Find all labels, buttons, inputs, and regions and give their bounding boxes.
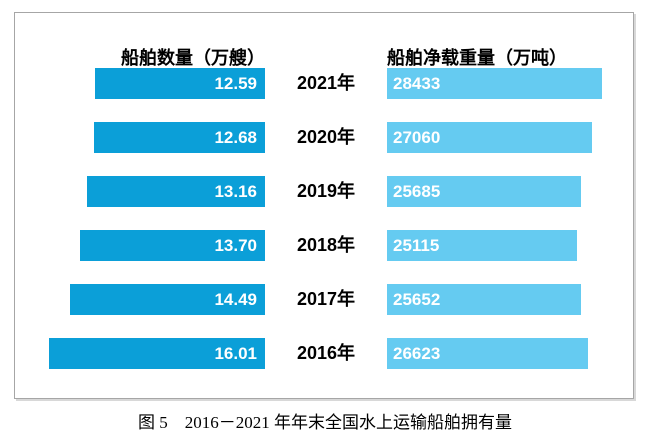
year-label: 2018年 — [296, 235, 356, 255]
year-label: 2016年 — [296, 343, 356, 363]
ship-count-bar: 14.49 — [70, 284, 265, 315]
year-label: 2019年 — [296, 181, 356, 201]
chart-row: 12.59 2021年 28433 — [15, 68, 633, 99]
deadweight-bar: 28433 — [387, 68, 602, 99]
ship-count-value-label: 12.59 — [214, 74, 257, 93]
ship-count-header: 船舶数量（万艘） — [121, 48, 265, 68]
chart-row: 13.16 2019年 25685 — [15, 176, 633, 207]
deadweight-cell: 25685 — [387, 176, 633, 207]
chart-row: 16.01 2016年 26623 — [15, 338, 633, 369]
chart-row: 12.68 2020年 27060 — [15, 122, 633, 153]
ship-count-value-label: 13.16 — [214, 182, 257, 201]
deadweight-cell: 27060 — [387, 122, 633, 153]
ship-count-cell: 14.49 — [15, 284, 265, 315]
ship-count-bar: 13.16 — [87, 176, 265, 207]
deadweight-value-label: 27060 — [393, 128, 441, 147]
ship-count-value-label: 12.68 — [214, 128, 257, 147]
deadweight-bar: 27060 — [387, 122, 592, 153]
deadweight-bar: 25685 — [387, 176, 581, 207]
ship-count-cell: 16.01 — [15, 338, 265, 369]
deadweight-cell: 26623 — [387, 338, 633, 369]
ship-count-value-label: 13.70 — [214, 236, 257, 255]
ship-count-cell: 13.16 — [15, 176, 265, 207]
ship-count-bar: 12.68 — [94, 122, 265, 153]
deadweight-cell: 28433 — [387, 68, 633, 99]
deadweight-bar: 25115 — [387, 230, 577, 261]
ship-count-value-label: 16.01 — [214, 344, 257, 363]
ship-count-bar: 16.01 — [49, 338, 265, 369]
deadweight-value-label: 28433 — [393, 74, 441, 93]
chart-frame: 船舶数量（万艘） 船舶净载重量（万吨） 12.59 2021年 28433 12.68… — [14, 12, 634, 399]
year-label: 2017年 — [296, 289, 356, 309]
deadweight-header: 船舶净载重量（万吨） — [387, 48, 567, 68]
year-label: 2020年 — [296, 127, 356, 147]
chart-rows: 12.59 2021年 28433 12.68 2020年 27060 13.16 2019年… — [15, 68, 633, 392]
deadweight-bar: 26623 — [387, 338, 588, 369]
deadweight-value-label: 25115 — [393, 236, 440, 255]
ship-count-value-label: 14.49 — [214, 290, 257, 309]
chart-row: 14.49 2017年 25652 — [15, 284, 633, 315]
ship-count-cell: 12.68 — [15, 122, 265, 153]
deadweight-cell: 25652 — [387, 284, 633, 315]
figure-caption: 图 5 2016－2021 年年末全国水上运输船舶拥有量 — [138, 413, 512, 432]
ship-count-bar: 12.59 — [95, 68, 265, 99]
chart-row: 13.70 2018年 25115 — [15, 230, 633, 261]
year-label: 2021年 — [296, 73, 356, 93]
deadweight-value-label: 26623 — [393, 344, 441, 363]
ship-count-bar: 13.70 — [80, 230, 265, 261]
deadweight-value-label: 25685 — [393, 182, 441, 201]
column-headers: 船舶数量（万艘） 船舶净载重量（万吨） — [15, 47, 633, 69]
deadweight-value-label: 25652 — [393, 290, 441, 309]
ship-count-cell: 13.70 — [15, 230, 265, 261]
deadweight-cell: 25115 — [387, 230, 633, 261]
ship-count-cell: 12.59 — [15, 68, 265, 99]
deadweight-bar: 25652 — [387, 284, 581, 315]
